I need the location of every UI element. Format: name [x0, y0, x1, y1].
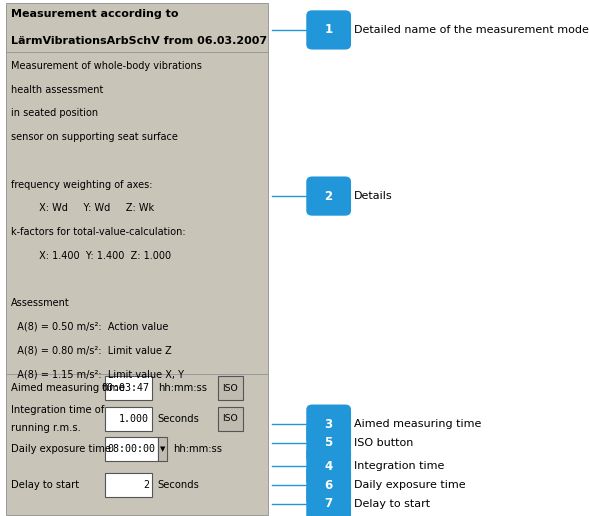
- FancyBboxPatch shape: [306, 484, 351, 516]
- Text: 5: 5: [325, 436, 333, 449]
- Text: 1: 1: [325, 23, 333, 37]
- FancyBboxPatch shape: [6, 374, 268, 515]
- Text: Daily exposure time: Daily exposure time: [354, 480, 466, 490]
- Text: health assessment: health assessment: [11, 85, 103, 94]
- Text: Detailed name of the measurement mode: Detailed name of the measurement mode: [354, 25, 589, 35]
- Text: hh:mm:ss: hh:mm:ss: [173, 444, 222, 454]
- Text: ISO: ISO: [223, 414, 238, 424]
- Text: frequency weighting of axes:: frequency weighting of axes:: [11, 180, 152, 189]
- Text: Seconds: Seconds: [158, 480, 200, 490]
- Text: X: Wd     Y: Wd     Z: Wk: X: Wd Y: Wd Z: Wk: [11, 203, 154, 213]
- FancyBboxPatch shape: [306, 465, 351, 505]
- FancyBboxPatch shape: [158, 437, 167, 461]
- FancyBboxPatch shape: [306, 176, 351, 216]
- FancyBboxPatch shape: [218, 407, 243, 431]
- Text: ISO: ISO: [223, 383, 238, 393]
- Text: Delay to start: Delay to start: [11, 480, 79, 490]
- Text: 6: 6: [325, 478, 333, 492]
- Text: 2: 2: [325, 189, 333, 203]
- Text: 3: 3: [325, 417, 333, 431]
- FancyBboxPatch shape: [105, 437, 158, 461]
- Text: Daily exposure time: Daily exposure time: [11, 444, 111, 454]
- FancyBboxPatch shape: [6, 3, 268, 52]
- Text: Details: Details: [354, 191, 393, 201]
- Text: Aimed measuring time: Aimed measuring time: [11, 383, 124, 393]
- FancyBboxPatch shape: [105, 473, 152, 497]
- Text: 00:03:47: 00:03:47: [101, 383, 149, 393]
- Text: A(8) = 0.80 m/s²:  Limit value Z: A(8) = 0.80 m/s²: Limit value Z: [11, 346, 171, 356]
- Text: A(8) = 1.15 m/s²:  Limit value X, Y: A(8) = 1.15 m/s²: Limit value X, Y: [11, 369, 184, 379]
- Text: 2: 2: [143, 480, 149, 490]
- Text: Measurement according to: Measurement according to: [11, 9, 178, 19]
- Text: in seated position: in seated position: [11, 108, 98, 118]
- FancyBboxPatch shape: [306, 423, 351, 462]
- Text: hh:mm:ss: hh:mm:ss: [158, 383, 207, 393]
- Text: LärmVibrationsArbSchV from 06.03.2007: LärmVibrationsArbSchV from 06.03.2007: [11, 36, 267, 45]
- Text: k-factors for total-value-calculation:: k-factors for total-value-calculation:: [11, 227, 185, 237]
- Text: Assessment: Assessment: [11, 298, 70, 308]
- FancyBboxPatch shape: [218, 376, 243, 400]
- Text: 7: 7: [325, 497, 333, 510]
- Text: Seconds: Seconds: [158, 414, 200, 424]
- Text: Integration time: Integration time: [354, 461, 444, 472]
- FancyBboxPatch shape: [105, 407, 152, 431]
- Text: Aimed measuring time: Aimed measuring time: [354, 419, 481, 429]
- Text: Measurement of whole-body vibrations: Measurement of whole-body vibrations: [11, 61, 201, 71]
- FancyBboxPatch shape: [6, 52, 268, 374]
- Text: 08:00:00: 08:00:00: [107, 444, 155, 454]
- FancyBboxPatch shape: [105, 376, 152, 400]
- Text: 4: 4: [325, 460, 333, 473]
- Text: A(8) = 0.50 m/s²:  Action value: A(8) = 0.50 m/s²: Action value: [11, 322, 168, 332]
- Text: Integration time of: Integration time of: [11, 405, 104, 415]
- Text: ISO button: ISO button: [354, 438, 413, 448]
- Text: sensor on supporting seat surface: sensor on supporting seat surface: [11, 132, 177, 142]
- FancyBboxPatch shape: [306, 10, 351, 50]
- Text: X: 1.400  Y: 1.400  Z: 1.000: X: 1.400 Y: 1.400 Z: 1.000: [11, 251, 171, 261]
- Text: Delay to start: Delay to start: [354, 498, 430, 509]
- Text: ▼: ▼: [160, 446, 166, 452]
- Text: 1.000: 1.000: [119, 414, 149, 424]
- FancyBboxPatch shape: [306, 405, 351, 444]
- FancyBboxPatch shape: [306, 447, 351, 486]
- Text: running r.m.s.: running r.m.s.: [11, 423, 81, 433]
